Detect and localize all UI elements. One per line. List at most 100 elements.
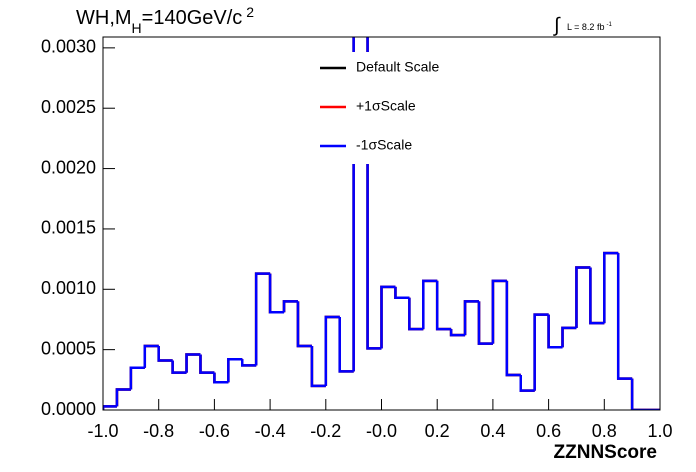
- histogram-step: [561, 326, 577, 348]
- histogram-step: [254, 272, 271, 366]
- histogram-step: [575, 266, 591, 328]
- histogram-step: [268, 273, 285, 314]
- histogram-step: [477, 301, 493, 345]
- histogram-step: [422, 279, 438, 330]
- histogram-step: [338, 317, 354, 373]
- histogram-step: [589, 267, 605, 325]
- histogram-step: [338, 317, 354, 373]
- histogram-step: [463, 300, 479, 336]
- legend-label: +1σScale: [356, 98, 416, 114]
- histogram-step: [296, 301, 312, 348]
- histogram-step: [575, 266, 591, 328]
- histogram-step: [324, 315, 340, 386]
- y-tick-label: 0.0015: [41, 218, 96, 238]
- chart-title: WH,MH=140GeV/c 2: [76, 4, 254, 36]
- histogram-step: [603, 251, 619, 324]
- histogram-step: [310, 346, 326, 388]
- y-tick-label: 0.0005: [41, 338, 96, 358]
- histogram-step: [519, 374, 535, 392]
- title-rest: =140GeV/c: [142, 7, 243, 29]
- luminosity: L = 8.2 fb -1: [567, 22, 612, 33]
- histogram-step: [380, 285, 396, 349]
- histogram-step: [491, 279, 507, 344]
- histogram-step: [310, 346, 326, 388]
- histogram-step: [157, 346, 173, 362]
- histogram-step: [435, 280, 452, 331]
- histogram-step: [103, 405, 117, 410]
- histogram-step: [630, 378, 647, 410]
- histogram-step: [422, 279, 438, 330]
- histogram-step: [505, 280, 521, 377]
- histogram-step: [199, 354, 215, 374]
- histogram-step: [463, 300, 479, 336]
- histogram-step: [115, 388, 131, 407]
- histogram-step: [519, 374, 535, 392]
- x-tick-label: -1.0: [87, 421, 118, 441]
- histogram-step: [282, 300, 298, 313]
- histogram-step: [143, 344, 159, 368]
- title-sub: H: [132, 20, 142, 36]
- histogram-step: [282, 300, 298, 313]
- y-tick-label: 0.0010: [41, 278, 96, 298]
- histogram-step: [213, 372, 229, 384]
- histogram-step: [589, 267, 605, 325]
- luminosity-text: L = 8.2 fb: [567, 22, 604, 32]
- histogram-step: [254, 272, 271, 366]
- histogram-step: [463, 300, 479, 336]
- histogram-step: [213, 372, 229, 384]
- histogram-step: [129, 366, 145, 390]
- histogram-step: [505, 280, 521, 377]
- histogram-step: [491, 279, 507, 344]
- histogram-step: [213, 372, 229, 384]
- histogram-step: [547, 314, 563, 349]
- histogram-step: [185, 353, 201, 373]
- x-tick-label: -0.2: [310, 421, 341, 441]
- histogram-step: [616, 253, 633, 380]
- histogram-step: [143, 344, 159, 368]
- histogram-step: [519, 374, 535, 392]
- histogram-step: [394, 286, 410, 299]
- histogram-step: [115, 388, 131, 407]
- histogram-step: [616, 253, 633, 380]
- histogram-step: [296, 301, 312, 348]
- histogram-step: [157, 346, 173, 362]
- histogram-step: [561, 326, 577, 348]
- histogram-step: [380, 285, 396, 349]
- x-tick-label: 0.6: [536, 421, 561, 441]
- histogram-step: [268, 273, 285, 314]
- histogram-step: [533, 313, 549, 391]
- histogram-step: [143, 344, 159, 368]
- histogram-step: [129, 366, 145, 390]
- x-tick-label: -0.6: [199, 421, 230, 441]
- histogram-step: [324, 315, 340, 386]
- histogram-step: [380, 285, 396, 349]
- histogram-step: [477, 301, 493, 345]
- title-main: WH,M: [76, 7, 132, 29]
- histogram-step: [227, 358, 243, 383]
- histogram-step: [352, 37, 355, 372]
- x-tick-label: 0.8: [592, 421, 617, 441]
- y-tick-label: 0.0000: [41, 399, 96, 419]
- histogram-step: [477, 301, 493, 345]
- histogram-step: [310, 346, 326, 388]
- x-tick-label: 1.0: [647, 421, 672, 441]
- y-tick-label: 0.0030: [41, 37, 96, 57]
- histogram-step: [422, 279, 438, 330]
- histogram-step: [129, 366, 145, 390]
- histogram-step: [171, 360, 187, 374]
- histogram-step: [324, 315, 340, 386]
- legend: Default Scale +1σScale -1σScale: [310, 52, 460, 164]
- histogram-step: [296, 301, 312, 348]
- histogram-step: [199, 354, 215, 374]
- histogram-step: [268, 273, 285, 314]
- x-tick-label: 0.4: [480, 421, 505, 441]
- histogram-step: [603, 251, 619, 324]
- histogram-step: [157, 346, 173, 362]
- histogram-step: [199, 354, 215, 374]
- legend-label: -1σScale: [356, 137, 412, 153]
- histogram-step: [115, 388, 131, 407]
- histogram-step: [408, 297, 424, 331]
- histogram-step: [171, 360, 187, 374]
- histogram-step: [282, 300, 298, 313]
- x-tick-label: -0.0: [366, 421, 397, 441]
